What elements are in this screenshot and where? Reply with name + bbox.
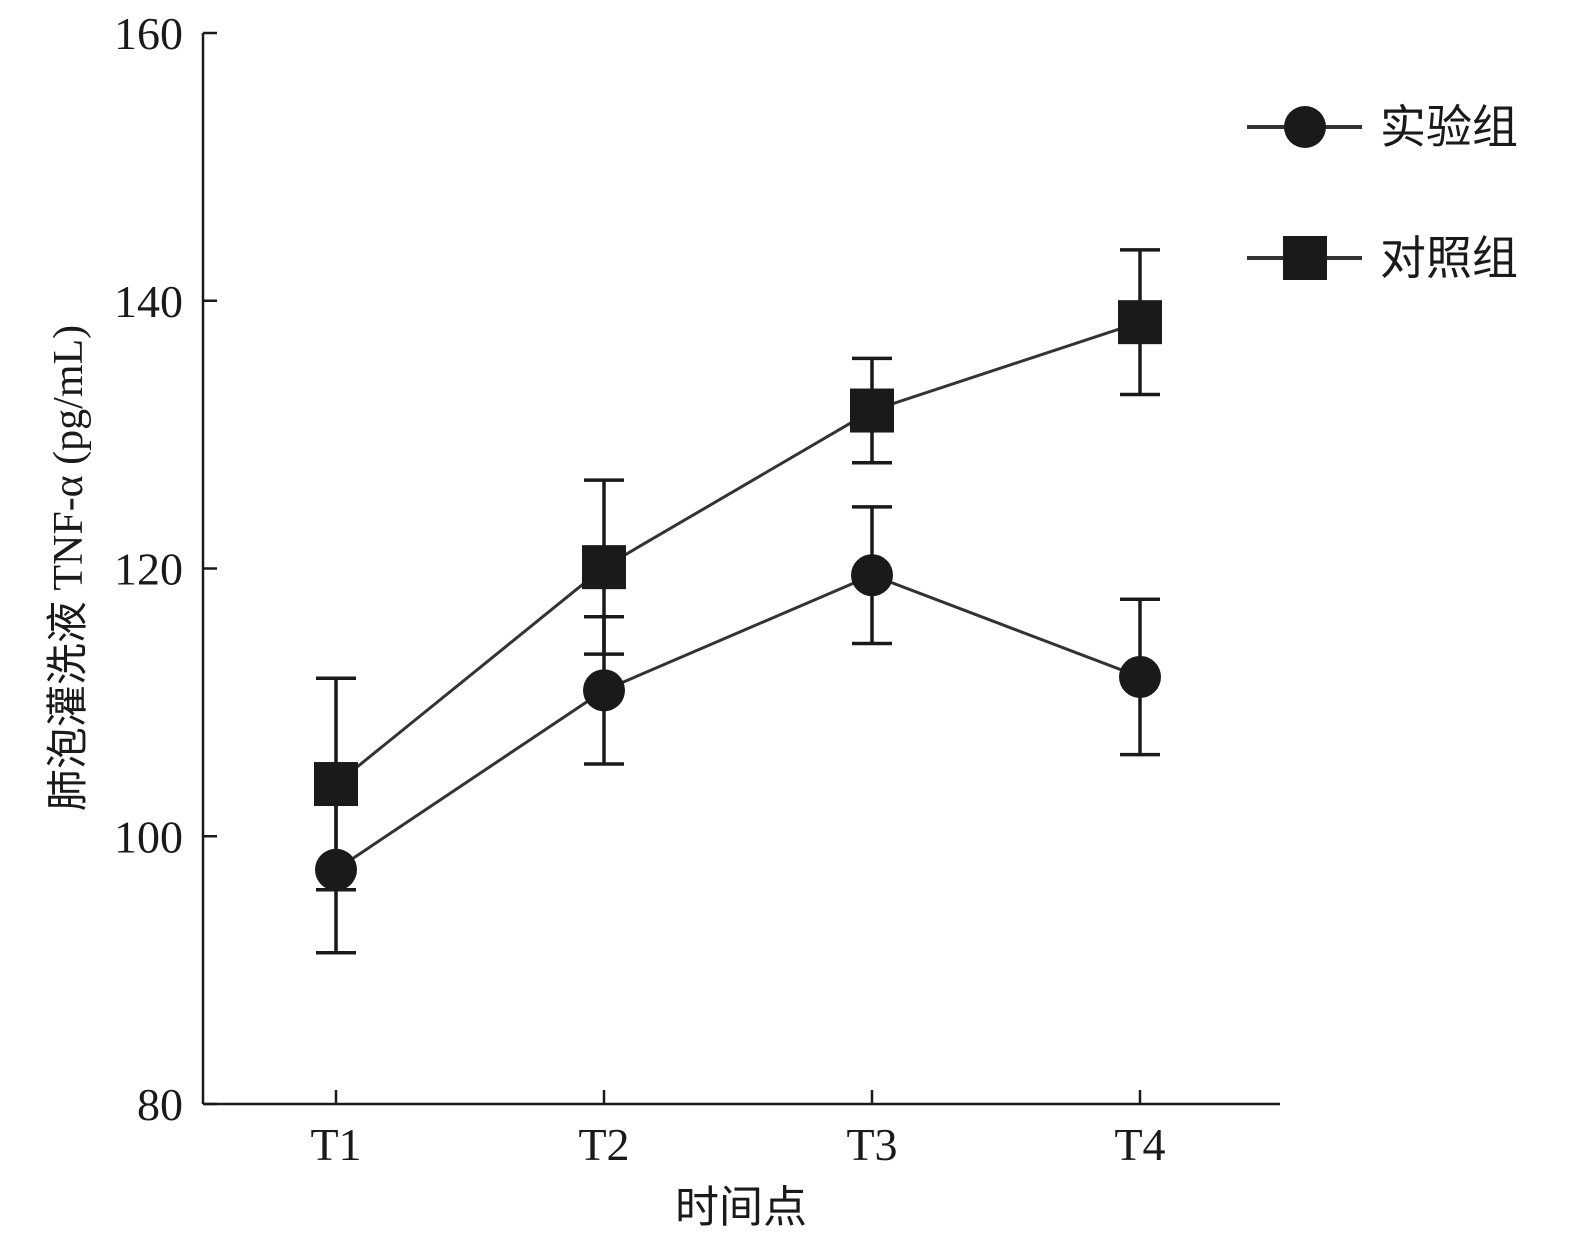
data-point: [582, 545, 626, 590]
legend-marker-circle: [1284, 106, 1326, 148]
data-point: [314, 762, 358, 807]
y-tick-label: 80: [137, 1079, 183, 1130]
legend-marker-square: [1283, 236, 1327, 280]
series-line: [335, 320, 1141, 786]
y-tick-label: 100: [114, 811, 183, 862]
data-point: [1118, 300, 1162, 345]
axes: 80 100 120 140 160 T1 T2 T3 T4: [114, 8, 1280, 1170]
data-point: [850, 388, 894, 433]
series-line: [335, 573, 1141, 871]
x-tick-label: T2: [578, 1119, 629, 1170]
x-axis-label: 时间点: [675, 1183, 807, 1232]
y-tick-label: 120: [114, 544, 183, 595]
y-axis-label: 肺泡灌洗液 TNF-α (pg/mL): [46, 325, 92, 811]
data-point: [583, 669, 625, 712]
series-layer: [314, 248, 1162, 955]
y-tick-label: 140: [114, 276, 183, 327]
series-control: [314, 248, 1162, 892]
x-tick-label: T4: [1114, 1119, 1165, 1170]
data-point: [1119, 655, 1161, 698]
data-point: [851, 554, 893, 597]
legend-label: 实验组: [1380, 102, 1518, 153]
x-tick-label: T3: [846, 1119, 897, 1170]
legend-item: 对照组: [1247, 233, 1518, 284]
series-experimental: [315, 505, 1161, 955]
legend-item: 实验组: [1247, 102, 1518, 153]
legend-label: 对照组: [1380, 233, 1518, 284]
y-tick-label: 160: [114, 8, 183, 59]
x-tick-label: T1: [310, 1119, 361, 1170]
